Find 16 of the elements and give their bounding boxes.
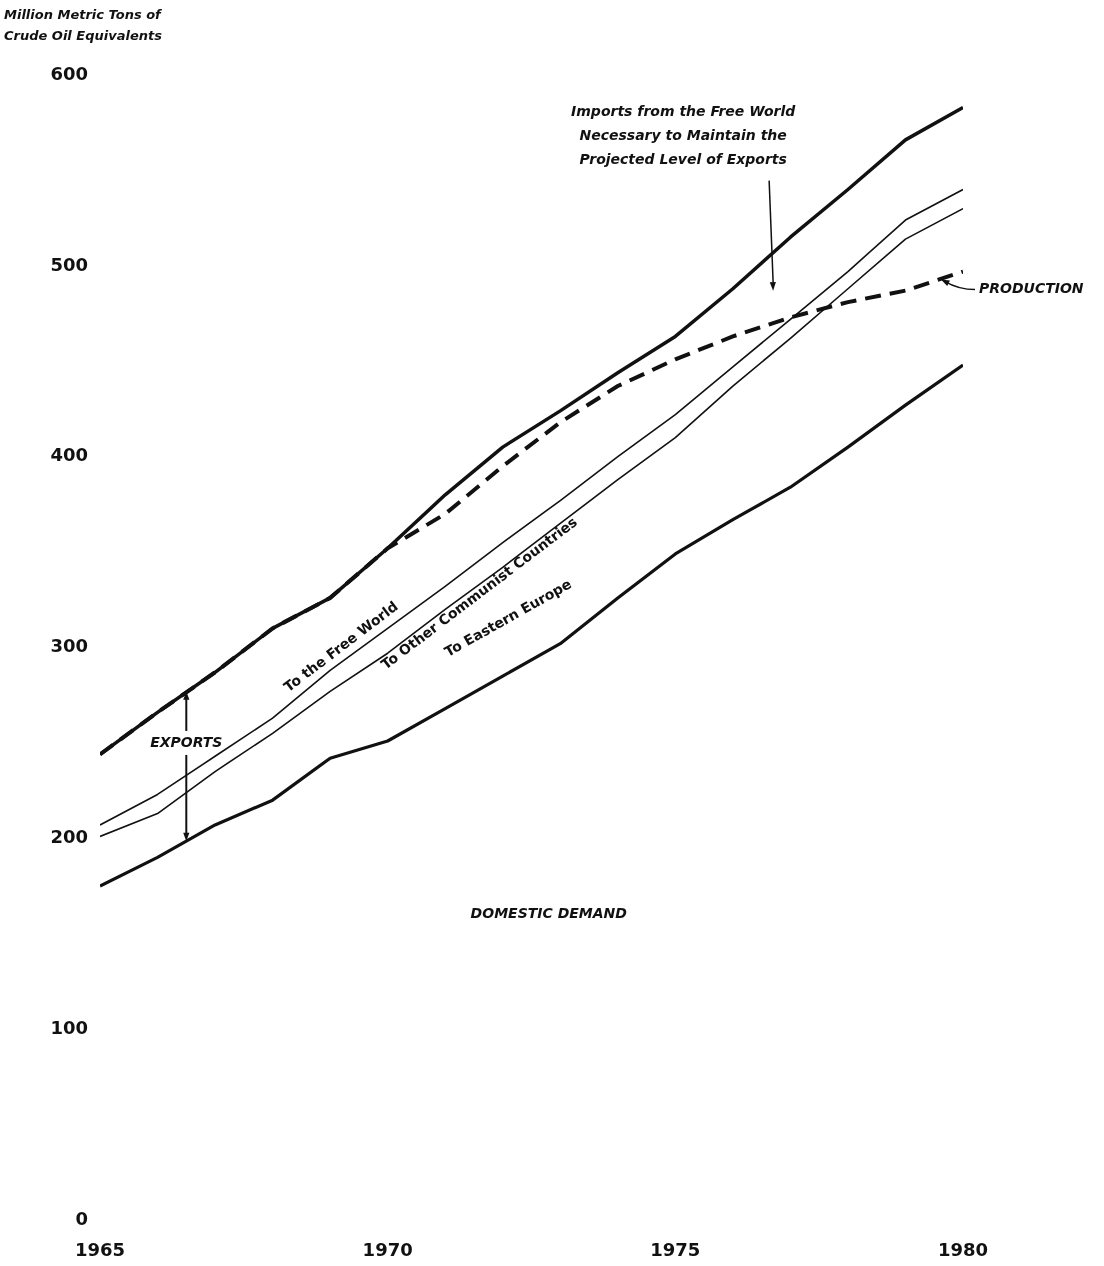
annotation: PRODUCTION: [979, 280, 1084, 297]
annotation: Imports from the Free World Necessary to Maintain the Projected Level of Exports: [571, 103, 797, 168]
y-tick-label: 500: [50, 253, 88, 275]
annotation: DOMESTIC DEMAND: [470, 905, 627, 922]
y-tick-label: 300: [50, 635, 88, 657]
y-tick-label: 0: [75, 1207, 88, 1229]
x-tick-label: 1970: [362, 1239, 413, 1261]
y-tick-label: 100: [50, 1016, 88, 1038]
x-tick-label: 1980: [937, 1239, 989, 1261]
x-tick-label: 1975: [650, 1239, 701, 1261]
annotation: EXPORTS: [150, 733, 223, 750]
y-tick-label: 400: [50, 444, 88, 466]
y-axis-title: Million Metric Tons of Crude Oil Equivalents: [4, 6, 163, 45]
y-tick-label: 600: [50, 62, 88, 84]
x-tick-label: 1965: [74, 1239, 126, 1261]
y-tick-label: 200: [50, 826, 88, 848]
